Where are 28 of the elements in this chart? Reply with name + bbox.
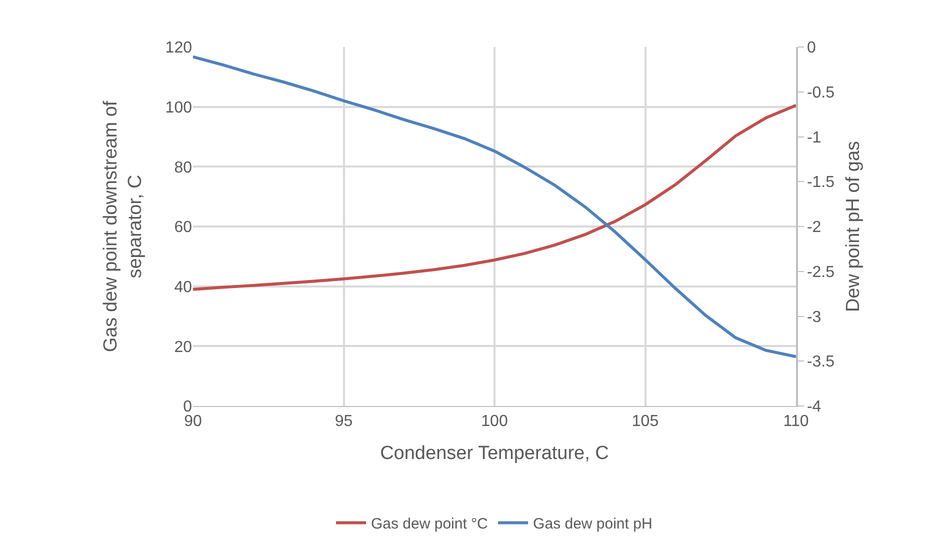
y2-axis-title: Dew point pH of gas <box>842 140 864 312</box>
x-tick-label: 90 <box>184 413 202 430</box>
x-tick-label: 95 <box>334 413 353 430</box>
y-tick-label: 80 <box>174 159 192 176</box>
line-series <box>193 104 796 291</box>
y2-tick-label: -4 <box>806 398 822 416</box>
y2-tick-label: -2.5 <box>806 264 835 281</box>
y2-tick-label: 0 <box>806 40 816 57</box>
y2-tick-label: -0.5 <box>806 84 835 102</box>
y-tick-label: 60 <box>174 219 192 236</box>
y-axis-title: Gas dew point downstream of separator, C <box>100 100 146 352</box>
y2-tick-label: -3.5 <box>806 354 835 371</box>
legend-label: Gas dew point °C <box>371 516 488 533</box>
x-axis-title: Condenser Temperature, C <box>380 443 609 464</box>
y-tick-label: 40 <box>174 278 192 296</box>
y2-tick-label: -1.5 <box>806 174 835 192</box>
x-tick-label: 110 <box>783 413 809 430</box>
y-tick-label: 20 <box>174 338 192 356</box>
y-tick-label: 100 <box>165 99 192 116</box>
line-series <box>193 55 796 358</box>
y-tick-label: 0 <box>183 398 192 416</box>
y2-tick-label: -2 <box>806 219 822 236</box>
x-tick-label: 100 <box>481 413 508 430</box>
y2-tick-label: -1 <box>806 129 822 146</box>
y-tick-label: 120 <box>165 40 192 57</box>
legend-label: Gas dew point pH <box>533 516 652 533</box>
y2-tick-label: -3 <box>806 308 822 326</box>
x-tick-label: 105 <box>632 413 659 430</box>
